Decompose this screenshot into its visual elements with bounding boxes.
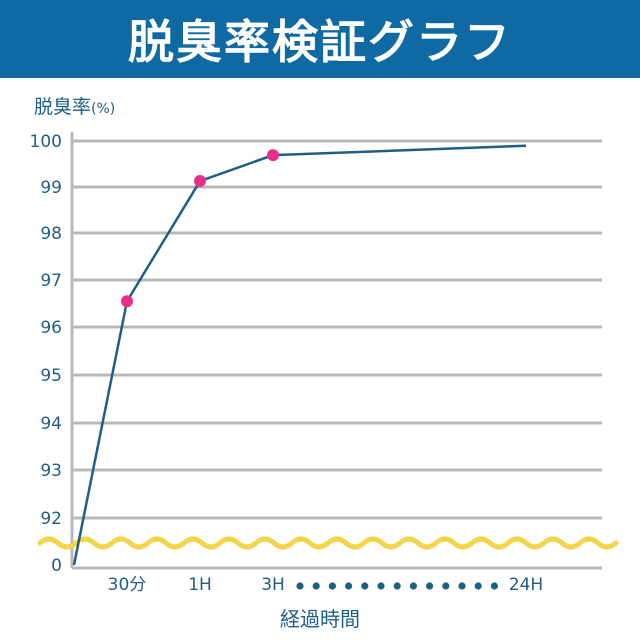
axis-break-wave: [37, 536, 619, 550]
x-gap-dot: [312, 582, 320, 590]
x-tick-30分: 30分: [108, 575, 147, 595]
data-point-1H: [194, 175, 206, 188]
x-gap-dot: [426, 582, 434, 590]
y-tick-100: 100: [30, 132, 62, 152]
x-gap-dot: [345, 582, 353, 590]
y-axis-label: 脱臭率: [34, 96, 92, 118]
x-gap-dot: [393, 582, 401, 590]
x-gap-dot: [328, 582, 336, 590]
chart-title: 脱臭率検証グラフ: [128, 15, 512, 69]
data-point-3H: [267, 149, 279, 162]
x-tick-24H: 24H: [509, 575, 543, 595]
y-tick-0: 0: [51, 556, 62, 576]
y-tick-96: 96: [40, 318, 62, 338]
y-tick-95: 95: [40, 366, 62, 386]
y-axis-title: 脱臭率(%): [34, 92, 115, 119]
x-gap-dot: [474, 582, 482, 590]
x-tick-1H: 1H: [188, 575, 212, 595]
y-tick-98: 98: [40, 224, 62, 244]
x-gap-dot: [458, 582, 466, 590]
x-gap-dot: [296, 582, 304, 590]
y-axis-unit: (%): [91, 101, 116, 117]
x-axis-title: 経過時間: [280, 607, 360, 631]
y-tick-99: 99: [40, 178, 62, 198]
x-gap-dot: [377, 582, 385, 590]
x-gap-dot: [361, 582, 369, 590]
x-tick-3H: 3H: [261, 575, 285, 595]
title-banner: 脱臭率検証グラフ: [0, 0, 640, 78]
x-gap-dot: [442, 582, 450, 590]
series-line: [72, 144, 527, 566]
x-gap-dot: [409, 582, 417, 590]
y-tick-93: 93: [40, 461, 62, 481]
x-gap-dot: [490, 582, 498, 590]
y-tick-92: 92: [40, 509, 62, 529]
y-tick-94: 94: [40, 414, 62, 434]
y-tick-97: 97: [40, 271, 62, 291]
data-point-30分: [121, 295, 133, 308]
